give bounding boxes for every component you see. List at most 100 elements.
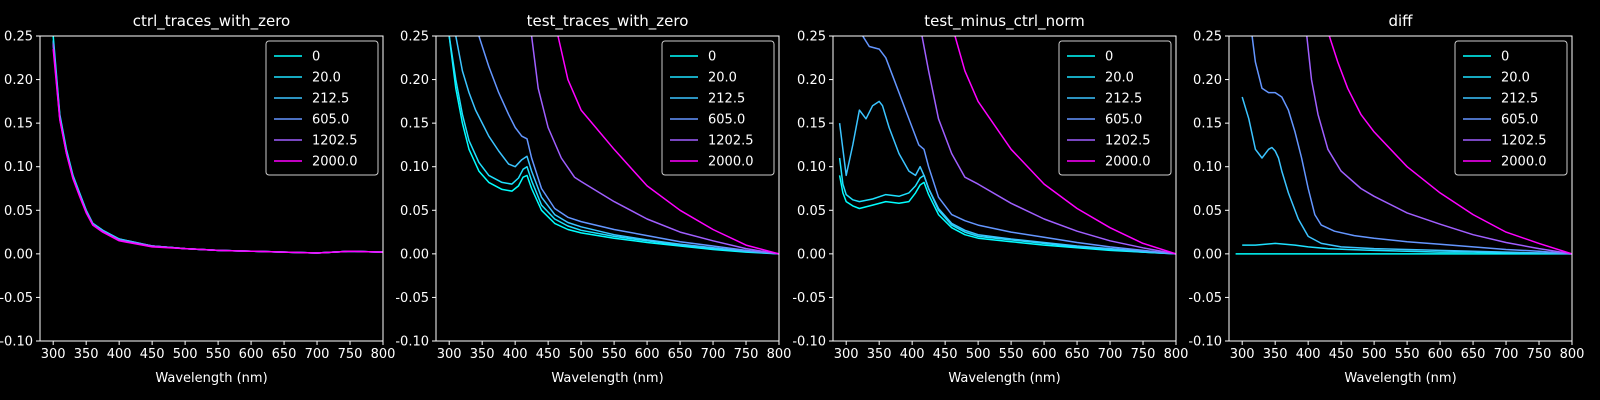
x-tick-label: 700 [1098,347,1123,362]
x-tick-label: 350 [1263,347,1288,362]
y-tick-label: 0.10 [4,160,33,175]
x-tick-label: 450 [1329,347,1354,362]
x-tick-label: 500 [173,347,198,362]
y-tick-label: 0.05 [797,204,826,219]
axes-frame [39,35,384,342]
chart-title: test_traces_with_zero [527,12,689,31]
series-line-212.5 [838,100,1176,255]
y-tick-label: 0.10 [1193,160,1222,175]
y-tick-label: -0.10 [395,335,429,350]
y-tick-label: 0.20 [400,73,429,88]
legend: 0 20.0 212.5 605.0 1202.5 2000.0 [1058,40,1172,176]
x-tick-label: 300 [834,347,859,362]
legend-label: 0 [1105,50,1113,65]
series-line-605.0 [862,36,1176,255]
axes-frame [1228,35,1573,342]
legend-label: 605.0 [1105,113,1142,128]
legend-label: 0 [708,50,716,65]
y-tick-label: -0.10 [792,335,826,350]
x-tick-label: 600 [635,347,660,362]
legend-label: 212.5 [1501,92,1538,107]
y-tick-label: 0.20 [1193,73,1222,88]
x-tick-label: 700 [1494,347,1519,362]
x-tick-label: 700 [305,347,330,362]
y-tick-label: 0.15 [4,117,33,132]
legend-label: 20.0 [1105,71,1134,86]
x-tick-label: 550 [206,347,231,362]
y-tick-label: -0.05 [395,291,429,306]
y-tick-label: -0.10 [0,335,33,350]
legend: 0 20.0 212.5 605.0 1202.5 2000.0 [265,40,379,176]
y-tick-label: 0.15 [400,117,429,132]
y-tick-label: 0.20 [4,73,33,88]
legend-label: 1202.5 [1105,134,1151,149]
legend-label: 605.0 [312,113,349,128]
y-tick-label: 0.05 [400,204,429,219]
x-tick-label: 350 [867,347,892,362]
x-tick-label: 400 [900,347,925,362]
legend-box [661,40,775,176]
legend-label: 20.0 [708,71,737,86]
subplot-1: 300 350 400 450 500 550 600 650 700 750 800 -0.10 -0… [0,12,395,386]
y-tick-label: 0.25 [4,30,33,45]
x-tick-label: 650 [1065,347,1090,362]
y-tick-label: 0.00 [4,247,33,262]
legend-label: 212.5 [312,92,349,107]
x-tick-label: 550 [999,347,1024,362]
x-tick-label: 500 [1362,347,1387,362]
x-tick-label: 500 [966,347,991,362]
legend-label: 1202.5 [312,134,358,149]
series-line-212.5 [455,36,779,255]
x-axis-label: Wavelength (nm) [948,371,1060,386]
x-tick-label: 450 [536,347,561,362]
x-tick-label: 750 [338,347,363,362]
legend-label: 0 [1501,50,1509,65]
y-tick-label: 0.25 [797,30,826,45]
x-tick-label: 600 [1428,347,1453,362]
y-tick-label: 0.25 [400,30,429,45]
x-tick-label: 300 [41,347,66,362]
x-tick-label: 750 [734,347,759,362]
x-tick-label: 750 [1527,347,1552,362]
x-tick-label: 450 [140,347,165,362]
legend-label: 1202.5 [1501,134,1547,149]
series-line-2000.0 [52,49,383,254]
y-tick-label: 0.20 [797,73,826,88]
y-tick-label: 0.10 [400,160,429,175]
axes-frame [435,35,780,342]
series-group [1235,36,1572,255]
y-tick-label: 0.00 [1193,247,1222,262]
legend-box [1454,40,1568,176]
axes-frame [832,35,1177,342]
legend-label: 2000.0 [1501,155,1547,170]
y-tick-label: 0.15 [1193,117,1222,132]
legend-label: 212.5 [708,92,745,107]
legend-label: 212.5 [1105,92,1142,107]
x-tick-label: 800 [1164,347,1189,362]
y-tick-label: -0.05 [0,291,33,306]
series-line-212.5 [1241,96,1572,255]
x-tick-label: 450 [933,347,958,362]
series-group [52,36,383,254]
y-tick-label: -0.05 [792,291,826,306]
x-tick-label: 400 [503,347,528,362]
x-tick-label: 400 [107,347,132,362]
x-tick-label: 650 [668,347,693,362]
x-axis-label: Wavelength (nm) [1344,371,1456,386]
legend-label: 605.0 [708,113,745,128]
series-line-1202.5 [921,36,1176,255]
y-tick-label: 0.25 [1193,30,1222,45]
legend-label: 2000.0 [1105,155,1151,170]
x-axis-label: Wavelength (nm) [551,371,663,386]
series-line-0 [448,36,779,255]
legend-label: 20.0 [312,71,341,86]
x-tick-label: 650 [1461,347,1486,362]
x-tick-label: 800 [371,347,396,362]
legend-label: 2000.0 [312,155,358,170]
y-tick-label: 0.05 [4,204,33,219]
x-tick-label: 400 [1296,347,1321,362]
series-group [838,36,1176,255]
x-axis-label: Wavelength (nm) [155,371,267,386]
x-tick-label: 800 [1560,347,1585,362]
